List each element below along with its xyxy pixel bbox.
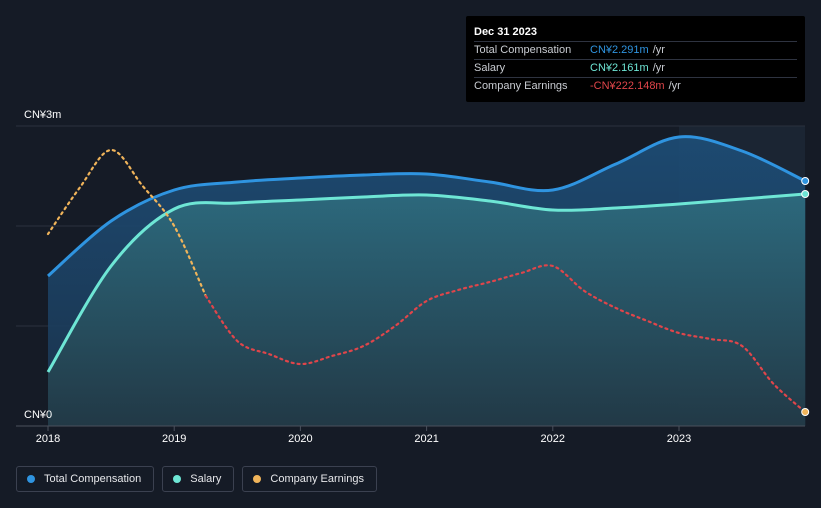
legend-dot-icon bbox=[27, 475, 35, 483]
legend-label: Total Compensation bbox=[44, 473, 142, 485]
legend-item-total-compensation[interactable]: Total Compensation bbox=[16, 466, 155, 492]
x-tick-label: 2022 bbox=[541, 433, 565, 445]
y-label-max: CN¥3m bbox=[24, 109, 61, 121]
tooltip-unit: /yr bbox=[652, 44, 665, 56]
tooltip-row-company-earnings: Company Earnings -CN¥222.148m /yr bbox=[474, 77, 797, 95]
x-axis: 2018 2019 2020 2021 2022 2023 bbox=[36, 426, 691, 445]
legend-item-salary[interactable]: Salary bbox=[162, 466, 235, 492]
x-tick-label: 2023 bbox=[667, 433, 691, 445]
legend-item-company-earnings[interactable]: Company Earnings bbox=[242, 466, 377, 492]
series-endpoints bbox=[801, 177, 810, 416]
tooltip-row-salary: Salary CN¥2.161m /yr bbox=[474, 59, 797, 77]
legend-label: Company Earnings bbox=[270, 473, 364, 485]
legend-label: Salary bbox=[190, 473, 222, 485]
tooltip-value: CN¥2.291m bbox=[590, 44, 649, 56]
tooltip-unit: /yr bbox=[668, 80, 681, 92]
x-tick-label: 2019 bbox=[162, 433, 186, 445]
x-tick-label: 2021 bbox=[414, 433, 438, 445]
x-tick-label: 2018 bbox=[36, 433, 60, 445]
tooltip-label: Total Compensation bbox=[474, 44, 572, 56]
legend-dot-icon bbox=[253, 475, 262, 483]
tooltip-label: Company Earnings bbox=[474, 80, 568, 92]
legend-dot-icon bbox=[173, 475, 182, 483]
tooltip-row-total-compensation: Total Compensation CN¥2.291m /yr bbox=[474, 41, 797, 59]
y-label-min: CN¥0 bbox=[24, 409, 52, 421]
x-tick-label: 2020 bbox=[288, 433, 312, 445]
salary-area bbox=[48, 194, 806, 426]
company-earnings-endpoint bbox=[801, 408, 810, 416]
tooltip-unit: /yr bbox=[652, 62, 665, 74]
salary-line bbox=[46, 192, 806, 373]
tooltip: Dec 31 2023 Total Compensation CN¥2.291m… bbox=[466, 16, 805, 102]
total-compensation-endpoint bbox=[801, 177, 810, 185]
company-earnings-segment-high bbox=[46, 148, 207, 298]
tooltip-date: Dec 31 2023 bbox=[474, 26, 537, 38]
tooltip-value: CN¥2.161m bbox=[590, 62, 649, 74]
company-earnings-segment-low bbox=[204, 264, 807, 414]
salary-endpoint bbox=[801, 190, 810, 198]
legend: Total Compensation Salary Company Earnin… bbox=[16, 466, 377, 492]
tooltip-label: Salary bbox=[474, 62, 506, 74]
total-compensation-line bbox=[47, 135, 806, 278]
company-earnings-line bbox=[46, 148, 807, 414]
tooltip-value: -CN¥222.148m bbox=[590, 80, 665, 92]
